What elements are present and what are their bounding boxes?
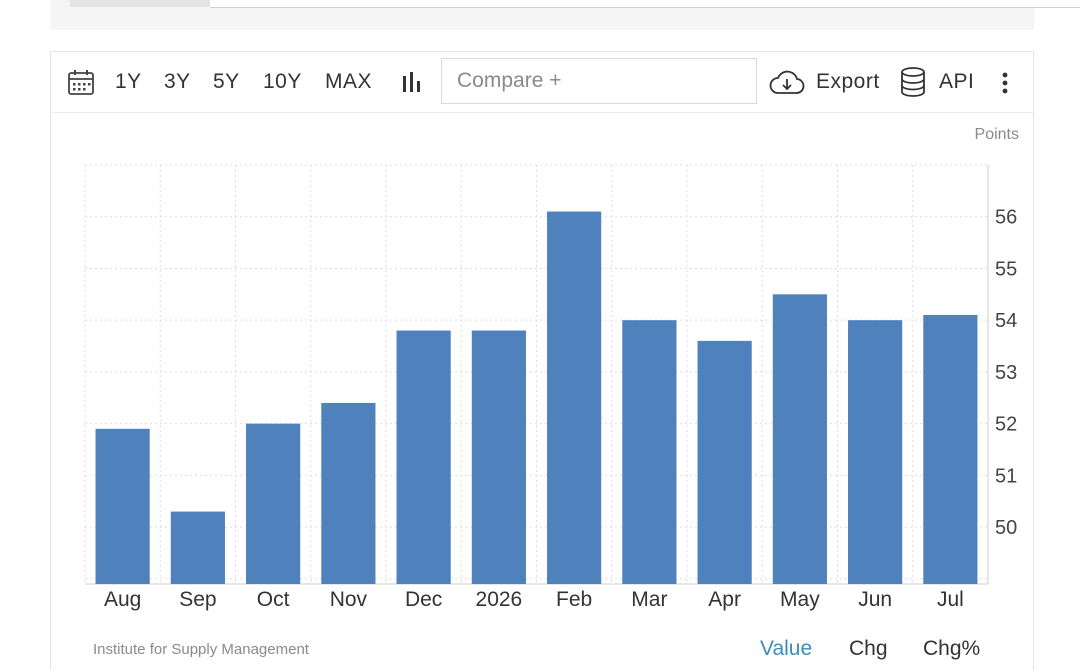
unit-label: Points	[974, 126, 1019, 143]
range-max-button[interactable]: MAX	[325, 70, 373, 93]
x-tick-label: May	[780, 588, 820, 611]
bar-nov	[321, 402, 376, 584]
x-tick-label: Nov	[330, 588, 368, 611]
api-button[interactable]: API	[939, 70, 975, 93]
y-tick-label: 55	[995, 258, 1017, 280]
top-strip-input	[210, 0, 1080, 8]
bar-feb	[547, 211, 602, 585]
database-icon[interactable]	[900, 67, 926, 102]
range-1y-button[interactable]: 1Y	[115, 70, 142, 93]
x-tick-label: Feb	[556, 588, 592, 611]
x-tick-label: Aug	[104, 588, 141, 611]
bar-chart-icon[interactable]	[401, 70, 425, 99]
bar-apr	[697, 340, 752, 584]
y-tick-label: 50	[995, 517, 1017, 539]
y-tick-label: 56	[995, 207, 1017, 229]
y-tick-label: 51	[995, 465, 1017, 487]
bar-mar	[622, 320, 677, 584]
y-tick-label: 52	[995, 414, 1017, 436]
source-label: Institute for Supply Management	[93, 641, 309, 658]
bar-chart: 50 51 52 53 54 55 56 Aug Sep Oct Nov Dec 2026 Feb Mar A…	[84, 164, 1017, 611]
calendar-icon[interactable]	[67, 68, 95, 101]
tab-chg-pct[interactable]: Chg%	[923, 637, 981, 660]
bar-2026	[471, 330, 526, 584]
cloud-download-icon[interactable]	[769, 69, 805, 102]
x-tick-label: Apr	[708, 588, 741, 611]
y-tick-label: 54	[995, 310, 1017, 332]
bar-jul	[923, 315, 978, 584]
top-strip-tab	[70, 0, 210, 7]
compare-input[interactable]: Compare +	[441, 58, 757, 104]
tab-chg[interactable]: Chg	[849, 637, 888, 660]
x-tick-label: Sep	[179, 588, 216, 611]
x-tick-label: Dec	[405, 588, 442, 611]
range-5y-button[interactable]: 5Y	[213, 70, 240, 93]
bar-oct	[246, 423, 301, 584]
chart-toolbar: 1Y 3Y 5Y 10Y MAX Compare + Export	[51, 52, 1033, 113]
x-tick-label: Jun	[858, 588, 892, 611]
top-strip	[50, 0, 1080, 30]
bar-jun	[848, 320, 903, 584]
x-tick-label: Jul	[937, 588, 964, 611]
more-vertical-icon[interactable]	[1002, 72, 1008, 99]
y-tick-label: 53	[995, 362, 1017, 384]
export-button[interactable]: Export	[816, 70, 880, 93]
x-tick-label: 2026	[476, 588, 523, 611]
chart-panel: 1Y 3Y 5Y 10Y MAX Compare + Export	[50, 51, 1034, 670]
x-tick-label: Mar	[631, 588, 667, 611]
bar-aug	[95, 428, 150, 584]
bar-dec	[396, 330, 451, 584]
x-tick-label: Oct	[257, 588, 290, 611]
tab-value[interactable]: Value	[760, 637, 813, 660]
bar-sep	[170, 511, 225, 584]
range-10y-button[interactable]: 10Y	[263, 70, 302, 93]
range-3y-button[interactable]: 3Y	[164, 70, 191, 93]
bar-may	[772, 294, 827, 584]
